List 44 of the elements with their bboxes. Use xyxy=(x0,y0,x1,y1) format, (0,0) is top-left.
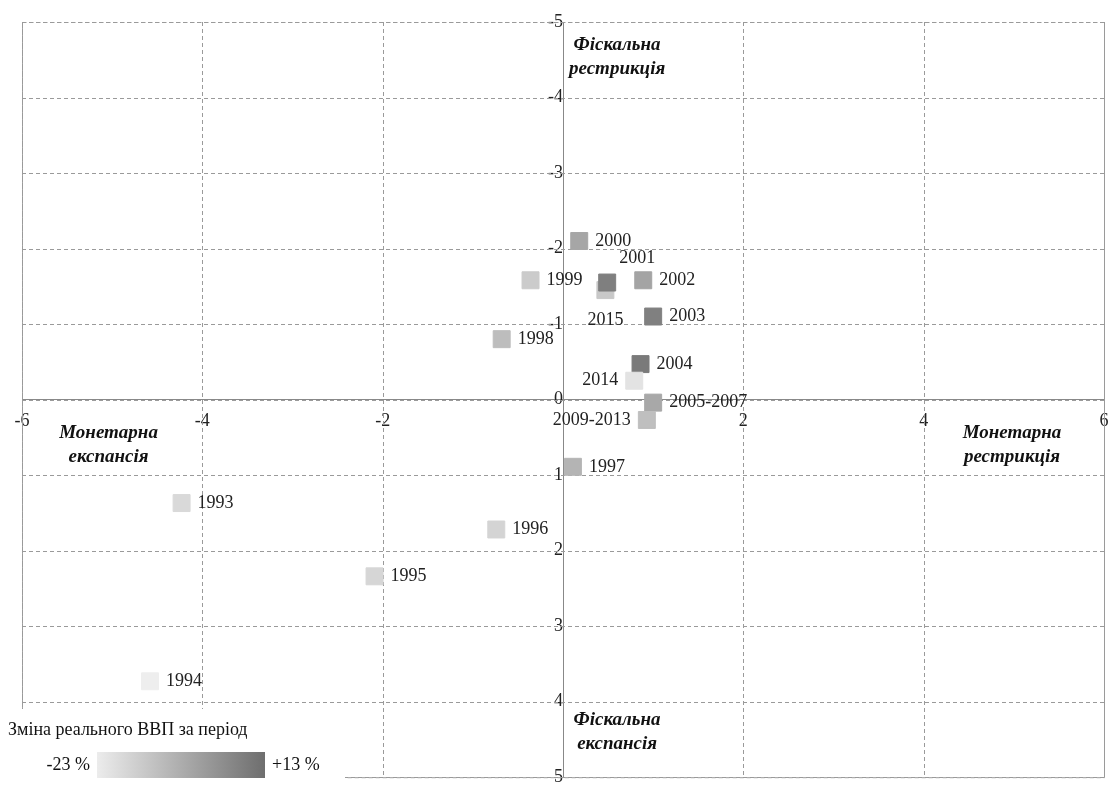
series-label: 2001 xyxy=(619,247,656,268)
annotation: +13 % xyxy=(272,753,320,774)
point xyxy=(172,494,191,513)
point xyxy=(598,273,617,292)
point xyxy=(631,355,650,374)
series-label: 1994 xyxy=(166,670,203,691)
series-label: 2002 xyxy=(659,269,696,290)
point xyxy=(634,271,653,290)
point xyxy=(365,567,384,586)
series-label: 2005-2007 xyxy=(669,391,748,412)
series-label: 2009-2013 xyxy=(552,408,631,429)
series-label: 2000 xyxy=(595,229,632,250)
point xyxy=(570,232,589,250)
point xyxy=(644,393,663,412)
x-tick-label: 2 xyxy=(738,410,748,431)
y-tick-label: 5 xyxy=(554,765,563,786)
series-label: 1997 xyxy=(588,455,625,476)
series-label: 1993 xyxy=(197,491,234,512)
series-label: 1995 xyxy=(390,565,427,586)
point xyxy=(644,307,663,326)
y-tick-label: -2 xyxy=(548,237,563,258)
point xyxy=(637,411,656,429)
series-label: 2003 xyxy=(669,305,706,326)
y-tick-label: 2 xyxy=(554,539,563,560)
series-label: 2015 xyxy=(587,308,624,329)
point xyxy=(563,457,582,476)
point xyxy=(492,330,511,349)
series-label: 1996 xyxy=(512,518,549,539)
annotation: Монетарна експансія xyxy=(58,421,159,467)
point xyxy=(487,520,506,539)
series-label: 1999 xyxy=(546,269,583,290)
series-label: 2004 xyxy=(656,352,693,373)
annotation: Монетарна рестрикція xyxy=(961,421,1062,467)
annotation: -23 % xyxy=(46,753,90,774)
annotation: Фіскальна рестрикція xyxy=(566,32,666,78)
annotation: Фіскальна експансія xyxy=(573,708,662,754)
x-tick-label: -4 xyxy=(194,410,210,431)
y-tick-label: 3 xyxy=(554,614,563,635)
series-label: 2014 xyxy=(582,369,619,390)
y-tick-label: 1 xyxy=(554,463,563,484)
series-label: 1998 xyxy=(517,327,554,348)
point xyxy=(521,271,540,290)
point xyxy=(625,371,644,390)
annotation: Зміна реального ВВП за період xyxy=(8,718,248,739)
